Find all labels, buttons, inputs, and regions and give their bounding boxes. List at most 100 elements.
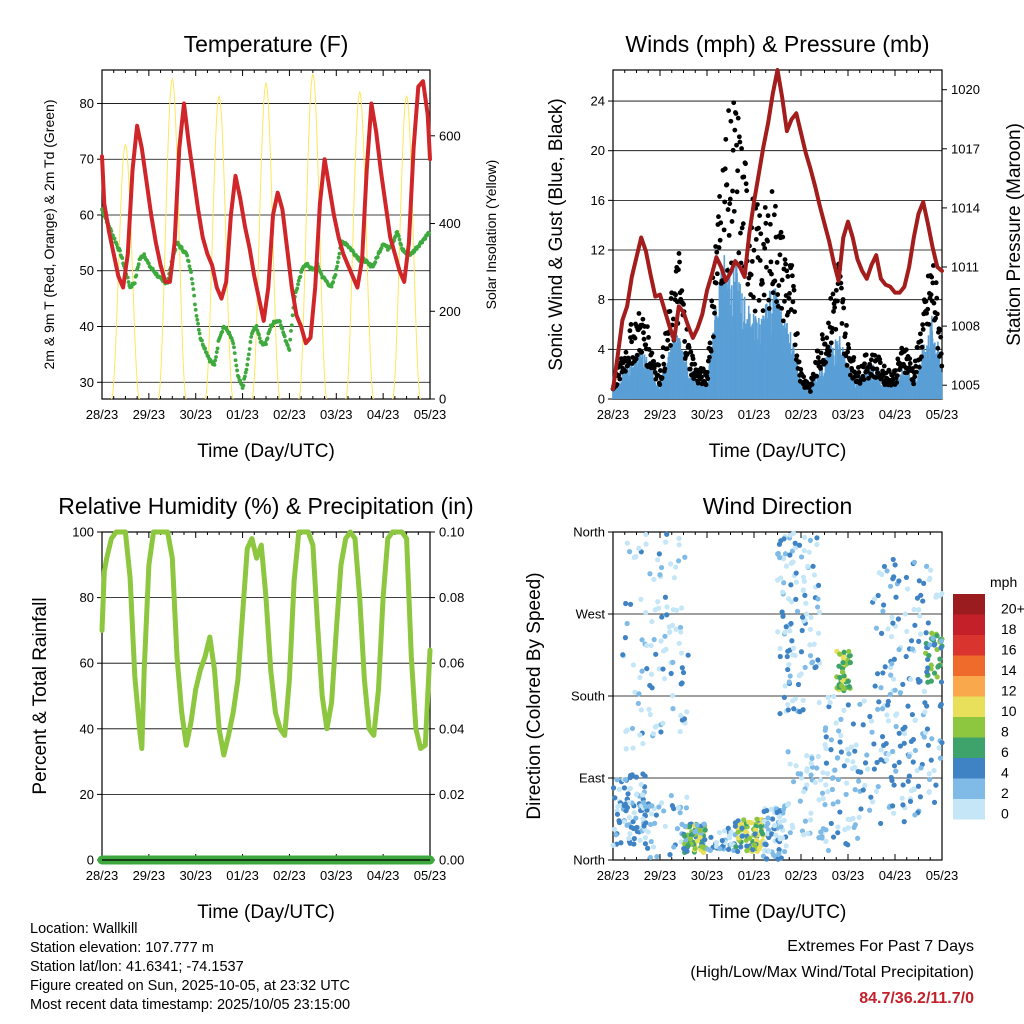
gust-point [751, 294, 756, 300]
gust-point [924, 310, 929, 316]
gust-point [639, 349, 645, 355]
direction-point [883, 740, 889, 747]
y-tick-label: 20 [80, 787, 94, 802]
direction-point [906, 753, 912, 759]
dewpoint-point [132, 281, 137, 286]
direction-point [725, 846, 732, 852]
gust-point [687, 366, 693, 372]
gust-point [659, 375, 665, 381]
direction-point [878, 630, 885, 637]
direction-point [786, 679, 792, 685]
direction-point [704, 846, 711, 852]
gust-point [827, 348, 832, 354]
y-tick-label: West [576, 607, 606, 622]
dewpoint-point [196, 321, 200, 326]
y2-tick-label: 0.00 [439, 853, 464, 868]
direction-point [822, 742, 828, 748]
direction-point [623, 728, 629, 735]
direction-point [793, 579, 799, 585]
direction-point [702, 827, 708, 833]
dewpoint-point [373, 260, 378, 265]
direction-point [873, 625, 880, 631]
gust-point [801, 374, 807, 380]
colorbar-label: 2 [1001, 785, 1009, 801]
y-tick-label: East [579, 771, 605, 786]
y2-tick-label: 1011 [951, 260, 979, 275]
gust-point [792, 342, 798, 348]
gust-point [791, 283, 796, 289]
direction-point [807, 653, 814, 659]
gust-point [826, 320, 831, 326]
direction-point [653, 812, 659, 818]
direction-point [655, 557, 661, 563]
dewpoint-point [142, 252, 147, 257]
direction-point [781, 580, 787, 586]
gust-point [851, 355, 857, 360]
direction-point [719, 837, 725, 844]
direction-point [697, 827, 704, 833]
gust-point [673, 292, 679, 298]
direction-point [895, 616, 902, 622]
gust-point [839, 285, 844, 291]
direction-point [620, 652, 626, 658]
direction-point [903, 653, 909, 660]
gust-point [664, 346, 670, 352]
dewpoint-point [278, 319, 282, 324]
gust-point [819, 332, 825, 338]
gust-point [923, 298, 929, 304]
direction-point [907, 798, 914, 804]
direction-point [845, 825, 851, 831]
direction-point [616, 819, 623, 826]
direction-point [803, 611, 810, 617]
direction-point [858, 806, 864, 812]
direction-point [796, 673, 802, 679]
gust-point [762, 245, 768, 251]
direction-point [802, 664, 808, 671]
gust-point [855, 373, 861, 379]
dewpoint-point [298, 274, 303, 279]
direction-point [647, 711, 653, 718]
gust-point [765, 213, 771, 219]
gust-point [938, 334, 944, 340]
direction-point [676, 542, 682, 548]
direction-point [801, 548, 807, 554]
dewpoint-point [146, 261, 151, 266]
x-tick-label: 28/23 [86, 868, 119, 883]
direction-point [874, 759, 880, 766]
direction-point [777, 819, 783, 825]
direction-point [788, 582, 794, 588]
gust-point [842, 331, 848, 337]
direction-point [649, 803, 655, 809]
gust-point [730, 147, 736, 153]
direction-point [662, 633, 668, 639]
direction-point [681, 833, 688, 839]
direction-point [751, 842, 758, 848]
direction-point [660, 648, 667, 654]
dewpoint-point [114, 242, 119, 247]
direction-point [923, 630, 929, 636]
gust-point [789, 263, 795, 268]
gust-point [726, 232, 732, 238]
direction-point [622, 801, 628, 807]
direction-point [900, 802, 906, 808]
direction-point [838, 716, 844, 722]
direction-point [882, 664, 888, 670]
direction-point [792, 545, 798, 551]
gust-point [772, 278, 778, 284]
gust-point [938, 351, 944, 357]
direction-point [777, 814, 783, 820]
direction-point [639, 637, 645, 643]
direction-point [611, 826, 618, 832]
panel-winds: 28/23 29/23 30/23 01/23 02/23 03/23 04/23 05/23… [546, 31, 1024, 462]
gust-point [629, 339, 635, 345]
gust-point [787, 290, 792, 296]
direction-point [759, 831, 766, 837]
direction-point [614, 777, 620, 783]
direction-point [635, 700, 641, 707]
panel-title: Temperature (F) [184, 31, 349, 57]
direction-point [893, 723, 899, 730]
x-tick-label: 29/23 [133, 407, 166, 422]
x-tick-label: 03/23 [832, 407, 865, 422]
y2-tick-label: 1005 [951, 378, 980, 393]
